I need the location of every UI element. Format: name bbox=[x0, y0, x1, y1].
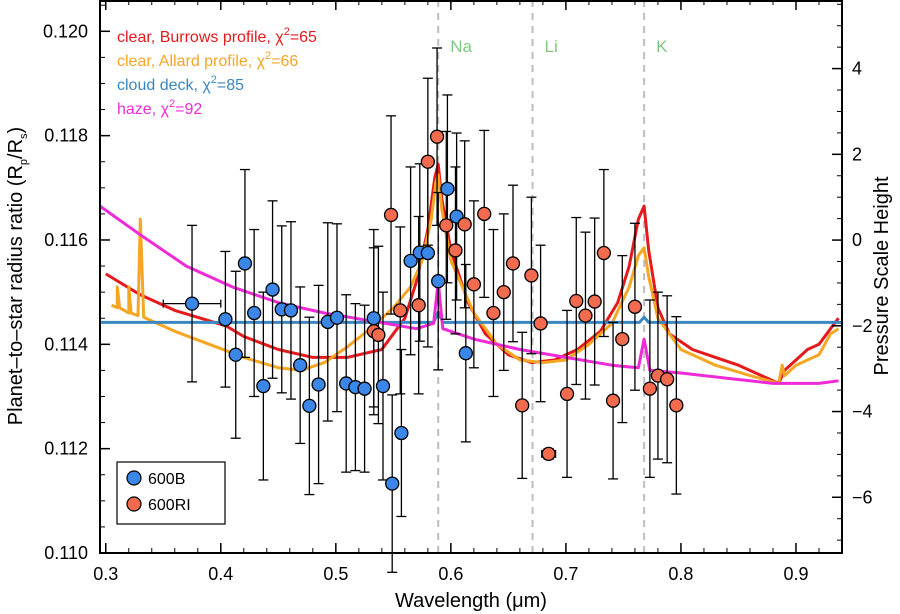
point-600ri-2 bbox=[383, 207, 399, 223]
model-legend: clear, Burrows profile, χ2=65 clear, Alla… bbox=[117, 26, 317, 118]
y-axis-title: Planet–to–star radius ratio (Rp/Rs) bbox=[5, 127, 30, 425]
point-600ri-17 bbox=[533, 316, 548, 331]
model-legend-entry-2: cloud deck, χ2=85 bbox=[117, 74, 244, 94]
point-600b-3 bbox=[237, 256, 253, 271]
point-600b-27 bbox=[458, 346, 473, 361]
point-600ri-16 bbox=[524, 268, 539, 283]
point-600b-13 bbox=[329, 310, 345, 325]
y2-tick-label-5: 4 bbox=[852, 59, 862, 79]
point-600ri-10 bbox=[466, 277, 482, 292]
y-tick-label-5: 0.120 bbox=[43, 21, 88, 41]
point-600ri-9 bbox=[457, 217, 472, 232]
data-legend: 600B 600RI bbox=[116, 461, 226, 525]
point-600ri-11 bbox=[477, 206, 492, 222]
point-600b-16 bbox=[357, 381, 372, 396]
point-600b-0 bbox=[184, 296, 200, 311]
model-legend-entry-0: clear, Burrows profile, χ2=65 bbox=[117, 26, 317, 46]
point-600ri-24 bbox=[605, 393, 621, 408]
point-600b-24 bbox=[431, 274, 446, 289]
y2-tick-label-1: −4 bbox=[852, 402, 873, 422]
point-600ri-14 bbox=[505, 256, 521, 271]
point-600ri-6 bbox=[429, 129, 445, 144]
point-600ri-4 bbox=[411, 298, 426, 313]
point-600b-11 bbox=[311, 377, 326, 392]
point-600b-18 bbox=[375, 378, 391, 394]
point-600ri-29 bbox=[659, 372, 675, 387]
point-600ri-7 bbox=[439, 218, 454, 233]
point-600b-23 bbox=[420, 245, 436, 261]
data-legend-marker-0 bbox=[126, 470, 142, 486]
point-600ri-27 bbox=[642, 381, 658, 396]
point-600ri-15 bbox=[515, 398, 530, 413]
point-600b-9 bbox=[293, 358, 308, 373]
data-legend-label-1: 600RI bbox=[148, 497, 191, 514]
point-600b-21 bbox=[403, 253, 418, 268]
x-tick-label-5: 0.8 bbox=[668, 564, 693, 584]
point-600b-20 bbox=[394, 425, 409, 441]
point-600ri-23 bbox=[596, 245, 612, 261]
plot-frame bbox=[99, 0, 843, 554]
x-tick-label-0: 0.3 bbox=[93, 564, 118, 584]
point-600b-2 bbox=[228, 347, 243, 362]
point-600ri-3 bbox=[393, 303, 408, 318]
y2-axis-title: Pressure Scale Height bbox=[871, 176, 893, 375]
point-600b-17 bbox=[366, 311, 381, 326]
point-600ri-25 bbox=[615, 331, 630, 347]
point-600b-6 bbox=[265, 282, 280, 297]
line-label-li: Li bbox=[545, 37, 558, 56]
x-tick-label-3: 0.6 bbox=[438, 564, 463, 584]
point-600ri-1 bbox=[371, 327, 386, 343]
line-label-k: K bbox=[656, 37, 668, 56]
point-600b-5 bbox=[256, 378, 271, 394]
point-600b-10 bbox=[302, 398, 317, 414]
point-600b-4 bbox=[247, 305, 262, 321]
point-600ri-12 bbox=[486, 305, 501, 321]
point-600ri-13 bbox=[496, 285, 511, 300]
point-600b-1 bbox=[218, 312, 233, 327]
y-tick-label-0: 0.110 bbox=[44, 543, 88, 563]
y-tick-label-2: 0.114 bbox=[44, 334, 88, 354]
y-tick-label-1: 0.112 bbox=[44, 439, 88, 459]
y-tick-label-3: 0.116 bbox=[44, 230, 88, 250]
x-axis-title: Wavelength (μm) bbox=[395, 590, 547, 612]
line-label-na: Na bbox=[450, 37, 472, 56]
data-points bbox=[184, 129, 684, 491]
point-600ri-30 bbox=[669, 398, 684, 413]
point-600ri-5 bbox=[420, 154, 436, 169]
data-legend-label-0: 600B bbox=[148, 471, 185, 488]
point-600ri-21 bbox=[578, 308, 593, 323]
point-600b-19 bbox=[385, 476, 400, 491]
data-legend-marker-1 bbox=[126, 496, 142, 512]
point-600ri-8 bbox=[448, 243, 463, 258]
axis-ticks: 0.3 0.4 0.5 0.6 0.7 0.8 0.9 0.110 0.112 0.114 0.11… bbox=[43, 0, 873, 584]
x-tick-label-6: 0.9 bbox=[783, 564, 808, 584]
y2-tick-label-0: −6 bbox=[852, 487, 873, 507]
x-tick-label-4: 0.7 bbox=[553, 564, 578, 584]
point-600ri-20 bbox=[569, 293, 584, 309]
model-legend-entry-1: clear, Allard profile, χ2=66 bbox=[117, 50, 298, 70]
y-tick-label-4: 0.118 bbox=[44, 126, 88, 146]
y2-tick-label-4: 2 bbox=[852, 144, 862, 164]
point-600ri-22 bbox=[587, 294, 602, 309]
point-600ri-26 bbox=[627, 299, 643, 314]
point-600b-8 bbox=[283, 303, 299, 318]
model-clear-allard-profile bbox=[110, 173, 840, 385]
model-legend-entry-3: haze, χ2=92 bbox=[117, 98, 202, 118]
point-600ri-19 bbox=[559, 386, 575, 402]
y2-tick-label-2: −2 bbox=[852, 316, 873, 336]
x-tick-label-2: 0.5 bbox=[323, 564, 348, 584]
x-tick-label-1: 0.4 bbox=[208, 564, 233, 584]
y2-tick-label-3: 0 bbox=[852, 230, 862, 250]
point-600ri-18 bbox=[541, 446, 556, 462]
point-600b-25 bbox=[440, 181, 455, 197]
